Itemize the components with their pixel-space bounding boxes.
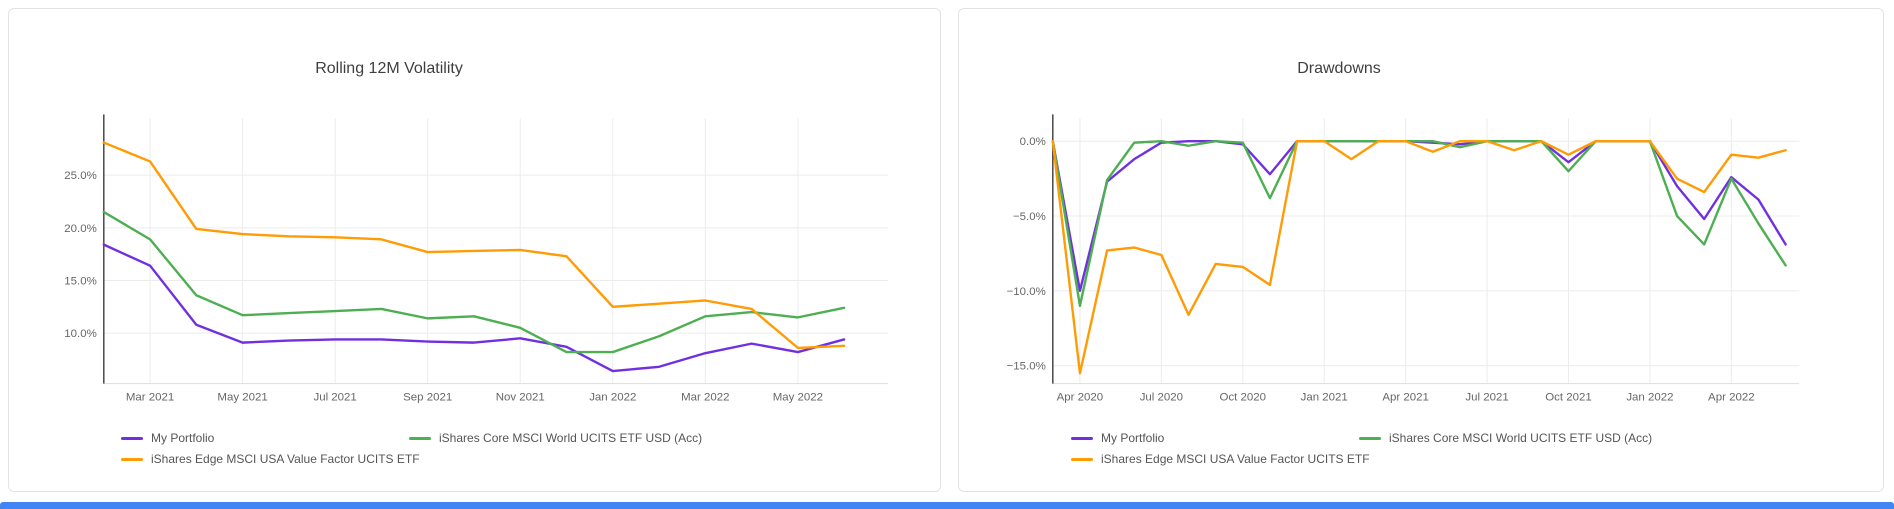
- drawdowns-chart-canvas[interactable]: 0.0% −5.0% −10.0% −15.0% Apr 2020 Jul 2020 Oct…: [959, 9, 1883, 491]
- x-tick-label: Nov 2021: [496, 392, 545, 404]
- x-tick-label: Jul 2021: [1465, 392, 1508, 404]
- legend-label-my-portfolio: My Portfolio: [151, 431, 215, 445]
- legend-swatch-my-portfolio-icon: [121, 436, 143, 440]
- series-line-world[interactable]: [102, 210, 846, 354]
- y-tick-label: 20.0%: [64, 223, 97, 235]
- x-tick-label: Sep 2021: [403, 392, 452, 404]
- y-tick-label: −5.0%: [1013, 211, 1046, 223]
- legend-swatch-value-factor-icon: [1071, 457, 1093, 461]
- legend-item-msci-world[interactable]: iShares Core MSCI World UCITS ETF USD (A…: [409, 431, 702, 445]
- volatility-chart-canvas[interactable]: 25.0% 20.0% 15.0% 10.0% Mar 2021 May 2021 Jul …: [9, 9, 940, 491]
- y-tick-label: 15.0%: [64, 275, 97, 287]
- legend-item-value-factor[interactable]: iShares Edge MSCI USA Value Factor UCITS…: [1071, 452, 1370, 466]
- chart-title-drawdowns: Drawdowns: [1297, 60, 1381, 77]
- drawdowns-chart-card: Drawdowns 0.0% −5.0% −10.0% −15.0% Apr 2020 J…: [958, 8, 1884, 492]
- x-tick-label: Apr 2021: [1382, 392, 1429, 404]
- legend-swatch-value-factor-icon: [121, 457, 143, 461]
- y-tick-label: −10.0%: [1007, 286, 1046, 298]
- x-tick-label: Mar 2022: [681, 392, 729, 404]
- x-tick-label: Jan 2022: [1626, 392, 1673, 404]
- legend-label-value-factor: iShares Edge MSCI USA Value Factor UCITS…: [1101, 452, 1370, 466]
- series-line-world[interactable]: [1051, 139, 1787, 308]
- legend-label-my-portfolio: My Portfolio: [1101, 431, 1165, 445]
- legend-item-my-portfolio[interactable]: My Portfolio: [121, 431, 214, 445]
- series-line-value[interactable]: [102, 141, 846, 350]
- legend-item-value-factor[interactable]: iShares Edge MSCI USA Value Factor UCITS…: [121, 452, 420, 466]
- x-tick-label: Jan 2022: [589, 392, 636, 404]
- legend-swatch-msci-world-icon: [409, 436, 431, 440]
- x-tick-label: Oct 2020: [1220, 392, 1267, 404]
- y-tick-label: 10.0%: [64, 328, 97, 340]
- series-line-portfolio[interactable]: [102, 243, 846, 373]
- x-tick-label: Jul 2020: [1140, 392, 1183, 404]
- legend-item-msci-world[interactable]: iShares Core MSCI World UCITS ETF USD (A…: [1359, 431, 1652, 445]
- y-tick-label: −15.0%: [1007, 361, 1046, 373]
- y-tick-label: 25.0%: [64, 170, 97, 182]
- x-tick-label: May 2022: [773, 392, 823, 404]
- legend-item-my-portfolio[interactable]: My Portfolio: [1071, 431, 1164, 445]
- volatility-chart-card: Rolling 12M Volatility 25.0% 20.0% 15.0% 10…: [8, 8, 941, 492]
- legend-label-msci-world: iShares Core MSCI World UCITS ETF USD (A…: [439, 431, 703, 445]
- x-tick-label: Jan 2021: [1301, 392, 1348, 404]
- legend-label-msci-world: iShares Core MSCI World UCITS ETF USD (A…: [1389, 431, 1653, 445]
- x-tick-label: Apr 2020: [1057, 392, 1104, 404]
- legend-swatch-msci-world-icon: [1359, 436, 1381, 440]
- legend-swatch-my-portfolio-icon: [1071, 436, 1093, 440]
- chart-title-volatility: Rolling 12M Volatility: [315, 60, 463, 77]
- series-line-value[interactable]: [1051, 139, 1787, 375]
- x-tick-label: Mar 2021: [126, 392, 174, 404]
- x-tick-label: May 2021: [217, 392, 267, 404]
- x-tick-label: Apr 2022: [1708, 392, 1755, 404]
- x-tick-label: Jul 2021: [313, 392, 356, 404]
- x-tick-label: Oct 2021: [1545, 392, 1592, 404]
- y-tick-label: 0.0%: [1020, 136, 1046, 148]
- bottom-accent-bar: [0, 502, 1894, 509]
- legend-label-value-factor: iShares Edge MSCI USA Value Factor UCITS…: [151, 452, 420, 466]
